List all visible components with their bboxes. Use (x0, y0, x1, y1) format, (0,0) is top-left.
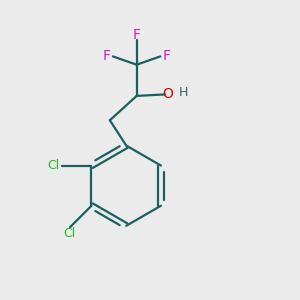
Text: F: F (133, 28, 141, 42)
Text: Cl: Cl (47, 159, 60, 172)
Text: O: O (162, 87, 173, 101)
Text: H: H (178, 86, 188, 99)
Text: F: F (103, 50, 111, 63)
Text: F: F (162, 50, 170, 63)
Text: Cl: Cl (63, 227, 76, 240)
